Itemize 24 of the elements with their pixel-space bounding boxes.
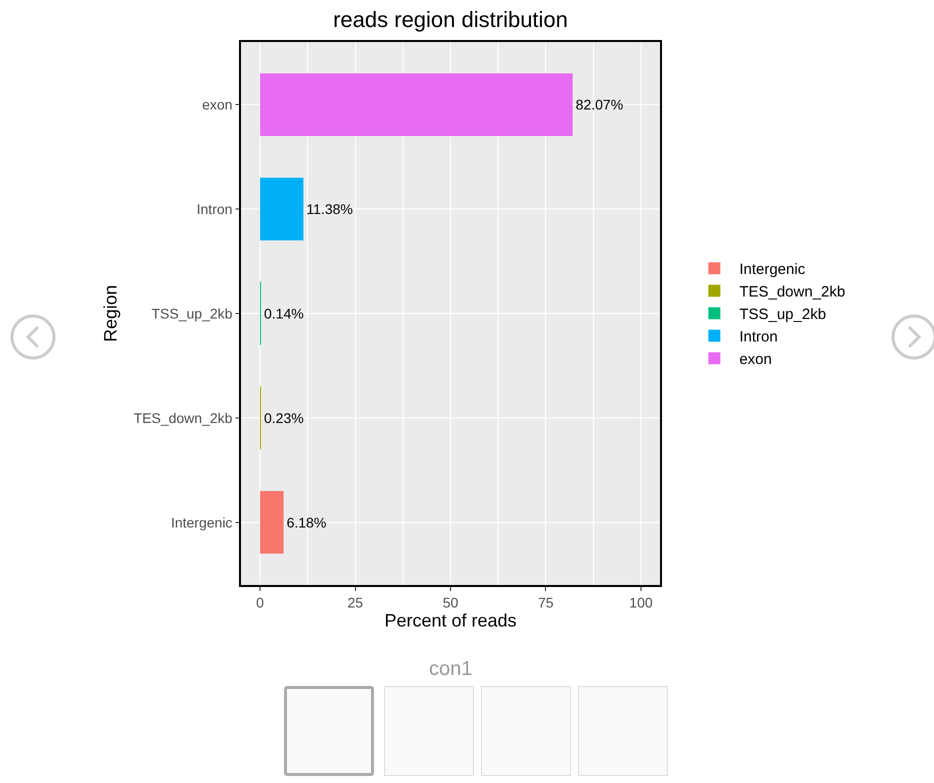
text: con1: [429, 658, 472, 680]
y-tick-label: Intergenic: [170, 514, 232, 530]
x-tick-label: 25: [347, 594, 364, 611]
data-label: 82.07%: [576, 96, 624, 113]
y-tick-label: TSS_up_2kb: [151, 305, 233, 322]
legend-label: Intron: [739, 328, 778, 346]
legend-label: exon: [739, 351, 772, 368]
x-tick-label: 75: [538, 594, 554, 611]
legend-label: TES_down_2kb: [739, 284, 846, 301]
y-tick-label: Intron: [196, 200, 232, 217]
data-label: 0.23%: [264, 410, 304, 426]
x-tick-label: 0: [256, 594, 264, 611]
x-axis-title: Percent of reads: [384, 610, 517, 631]
y-tick-label: exon: [202, 96, 232, 113]
data-label: 0.14%: [264, 306, 304, 322]
chart-title: reads region distribution: [333, 7, 568, 32]
y-tick-label: TES_down_2kb: [134, 410, 233, 426]
legend-label: Intergenic: [739, 261, 806, 278]
legend-label: TSS_up_2kb: [739, 306, 826, 324]
x-tick-label: 50: [442, 594, 458, 611]
data-label: 11.38%: [306, 201, 353, 218]
x-tick-label: 100: [629, 594, 653, 611]
data-label: 6.18%: [286, 514, 326, 530]
y-axis-title: Region: [100, 284, 120, 342]
